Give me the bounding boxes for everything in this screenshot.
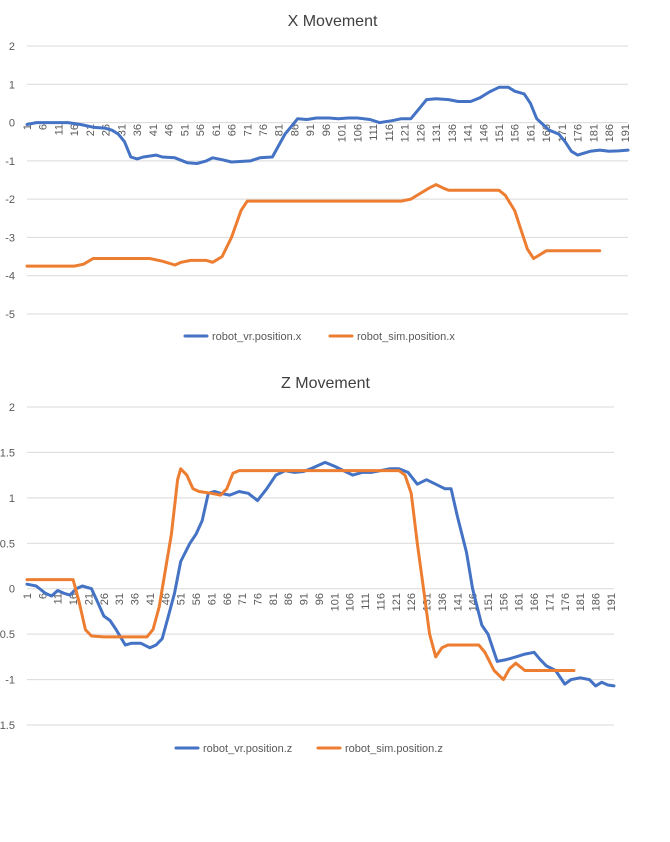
x-tick-label: 36 — [132, 124, 144, 136]
x-tick-label: 181 — [588, 124, 600, 142]
x-tick-label: 46 — [160, 593, 172, 605]
x-tick-label: 116 — [375, 593, 387, 611]
x-tick-label: 186 — [591, 593, 603, 611]
x-tick-label: 31 — [114, 593, 126, 605]
x-tick-label: 161 — [514, 593, 526, 611]
x-tick-label: 176 — [560, 593, 572, 611]
x-tick-label: 151 — [494, 124, 506, 142]
y-tick-label: 0 — [9, 584, 15, 596]
y-tick-label: 2 — [9, 402, 15, 414]
x-tick-label: 41 — [145, 593, 157, 605]
series-line-sim — [25, 183, 602, 268]
x-tick-label: 116 — [384, 124, 396, 142]
x-tick-label: 121 — [391, 593, 403, 611]
x-tick-label: 186 — [604, 124, 616, 142]
chart-title: X Movement — [288, 13, 378, 30]
y-tick-label: -2 — [5, 194, 15, 206]
x-tick-label: 46 — [164, 124, 176, 136]
x-tick-label: 76 — [258, 124, 270, 136]
x-tick-label: 191 — [606, 593, 618, 611]
x-tick-label: 81 — [274, 124, 286, 136]
x-tick-label: 111 — [360, 593, 372, 610]
x-tick-label: 41 — [148, 124, 160, 136]
x-tick-label: 11 — [53, 124, 65, 135]
x-tick-label: 1 — [22, 593, 34, 599]
x-tick-label: 71 — [242, 124, 254, 136]
x-tick-label: 6 — [37, 593, 49, 599]
x-tick-label: 16 — [69, 124, 81, 136]
x-tick-label: 121 — [400, 124, 412, 142]
x-tick-label: 111 — [368, 124, 380, 141]
x-tick-label: 91 — [305, 124, 317, 136]
y-tick-label: -1 — [5, 675, 15, 687]
x-tick-label: 106 — [345, 593, 357, 611]
x-tick-label: 166 — [529, 593, 541, 611]
x-tick-label: 191 — [620, 124, 632, 142]
z-movement-chart: Z Movement21.510.50-0.5-1-1.516111621263… — [0, 375, 618, 755]
y-tick-label: -3 — [5, 232, 15, 244]
legend-label: robot_sim.position.x — [357, 331, 455, 343]
x-tick-label: 1 — [22, 124, 34, 130]
x-tick-label: 61 — [206, 593, 218, 605]
y-tick-label: 0.5 — [0, 538, 15, 550]
series-line-vr — [25, 460, 616, 688]
x-tick-label: 151 — [483, 593, 495, 611]
x-tick-label: 171 — [544, 593, 556, 611]
x-tick-label: 156 — [510, 124, 522, 142]
x-tick-label: 141 — [452, 593, 464, 611]
y-tick-label: 1 — [9, 493, 15, 505]
x-tick-label: 96 — [314, 593, 326, 605]
x-tick-label: 36 — [130, 593, 142, 605]
chart-title: Z Movement — [281, 375, 370, 392]
x-tick-label: 51 — [179, 124, 191, 136]
x-tick-label: 96 — [321, 124, 333, 136]
series-line-sim — [25, 467, 576, 682]
legend-label: robot_vr.position.z — [203, 743, 292, 755]
x-tick-label: 71 — [237, 593, 249, 605]
y-tick-label: 2 — [9, 41, 15, 53]
x-tick-label: 76 — [252, 593, 264, 605]
x-tick-label: 61 — [211, 124, 223, 136]
y-tick-label: 1.5 — [0, 447, 15, 459]
y-tick-label: 0 — [9, 118, 15, 130]
x-tick-label: 66 — [222, 593, 234, 605]
x-tick-label: 176 — [573, 124, 585, 142]
x-tick-label: 91 — [299, 593, 311, 605]
x-tick-label: 66 — [227, 124, 239, 136]
x-tick-label: 101 — [337, 124, 349, 142]
x-tick-label: 181 — [575, 593, 587, 611]
legend-label: robot_sim.position.z — [345, 743, 443, 755]
y-tick-label: -5 — [5, 309, 15, 321]
x-tick-label: 126 — [406, 593, 418, 611]
x-tick-label: 56 — [191, 593, 203, 605]
x-tick-label: 136 — [437, 593, 449, 611]
x-tick-label: 86 — [283, 593, 295, 605]
x-tick-label: 101 — [329, 593, 341, 611]
x-tick-label: 56 — [195, 124, 207, 136]
y-tick-label: -1 — [5, 156, 15, 168]
x-tick-label: 166 — [541, 124, 553, 142]
x-tick-label: 106 — [352, 124, 364, 142]
x-tick-label: 11 — [53, 593, 65, 604]
x-tick-label: 26 — [99, 593, 111, 605]
y-tick-label: -0.5 — [0, 629, 15, 641]
y-tick-label: 1 — [9, 79, 15, 91]
x-tick-label: 6 — [38, 124, 50, 130]
x-tick-label: 161 — [525, 124, 537, 142]
x-tick-label: 141 — [463, 124, 475, 142]
legend-label: robot_vr.position.x — [212, 331, 302, 343]
x-tick-label: 51 — [176, 593, 188, 605]
x-tick-label: 156 — [498, 593, 510, 611]
y-tick-label: -4 — [5, 271, 15, 283]
x-tick-label: 146 — [478, 124, 490, 142]
series-line-vr — [25, 85, 630, 165]
x-tick-label: 21 — [83, 593, 95, 605]
x-tick-label: 136 — [447, 124, 459, 142]
y-tick-label: -1.5 — [0, 720, 15, 732]
x-tick-label: 131 — [431, 124, 443, 142]
x-tick-label: 126 — [415, 124, 427, 142]
x-tick-label: 81 — [268, 593, 280, 605]
